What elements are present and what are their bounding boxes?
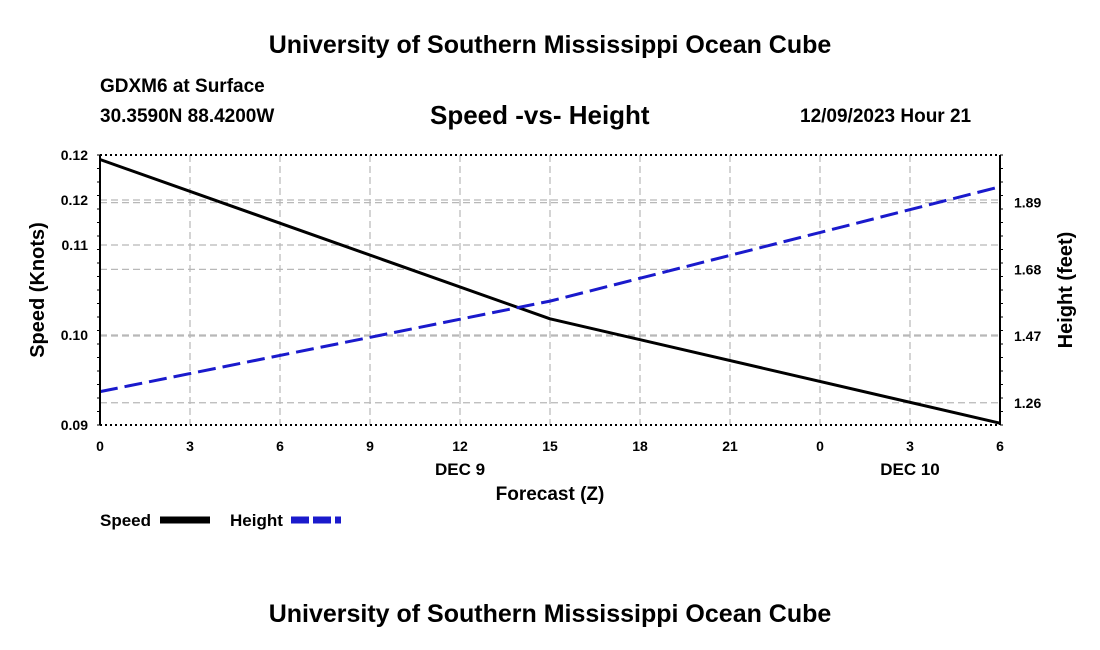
date-label: DEC 9 xyxy=(435,460,485,479)
datetime-label: 12/09/2023 Hour 21 xyxy=(800,106,972,127)
x-axis-label: Forecast (Z) xyxy=(496,484,605,505)
right-axis-label: Height (feet) xyxy=(1055,232,1077,349)
x-tick-label: 3 xyxy=(906,438,914,454)
x-tick-label: 6 xyxy=(276,438,284,454)
legend: Speed Height xyxy=(100,511,341,530)
series-line-speed xyxy=(99,158,1001,425)
axes xyxy=(97,154,1003,426)
page-title: University of Southern Mississippi Ocean… xyxy=(268,31,832,59)
left-tick-label: 0.10 xyxy=(61,327,88,343)
left-tick-label: 0.09 xyxy=(61,417,88,433)
x-tick-label: 12 xyxy=(452,438,468,454)
right-tick-label: 1.26 xyxy=(1014,395,1041,411)
axis-labels: 0 3 6 9 12 15 18 21 0 3 6 DEC 9 DEC 10 Forecast (Z) 0.… xyxy=(27,147,1077,505)
series-layer xyxy=(99,158,1001,425)
x-tick-label: 0 xyxy=(96,438,104,454)
x-tick-label: 21 xyxy=(722,438,738,454)
right-tick-label: 1.89 xyxy=(1014,195,1041,211)
coordinates-label: 30.3590N 88.4200W xyxy=(100,106,275,127)
left-tick-label: 0.12 xyxy=(61,147,88,163)
date-label: DEC 10 xyxy=(880,460,940,479)
x-tick-label: 6 xyxy=(996,438,1004,454)
x-tick-label: 15 xyxy=(542,438,558,454)
grid xyxy=(100,155,1000,425)
series-line-height xyxy=(99,185,1001,394)
chart-subtitle: Speed -vs- Height xyxy=(430,100,650,130)
left-tick-label: 0.11 xyxy=(62,237,89,253)
legend-label-height: Height xyxy=(230,511,283,530)
left-tick-label: 0.12 xyxy=(61,192,88,208)
x-tick-label: 0 xyxy=(816,438,824,454)
right-tick-label: 1.68 xyxy=(1014,261,1041,277)
station-label: GDXM6 at Surface xyxy=(100,76,265,97)
left-axis-label: Speed (Knots) xyxy=(27,222,49,358)
x-tick-label: 18 xyxy=(632,438,648,454)
legend-label-speed: Speed xyxy=(100,511,151,530)
x-tick-label: 3 xyxy=(186,438,194,454)
footer-title: University of Southern Mississippi Ocean… xyxy=(268,600,832,628)
right-tick-label: 1.47 xyxy=(1014,328,1041,344)
x-tick-label: 9 xyxy=(366,438,374,454)
